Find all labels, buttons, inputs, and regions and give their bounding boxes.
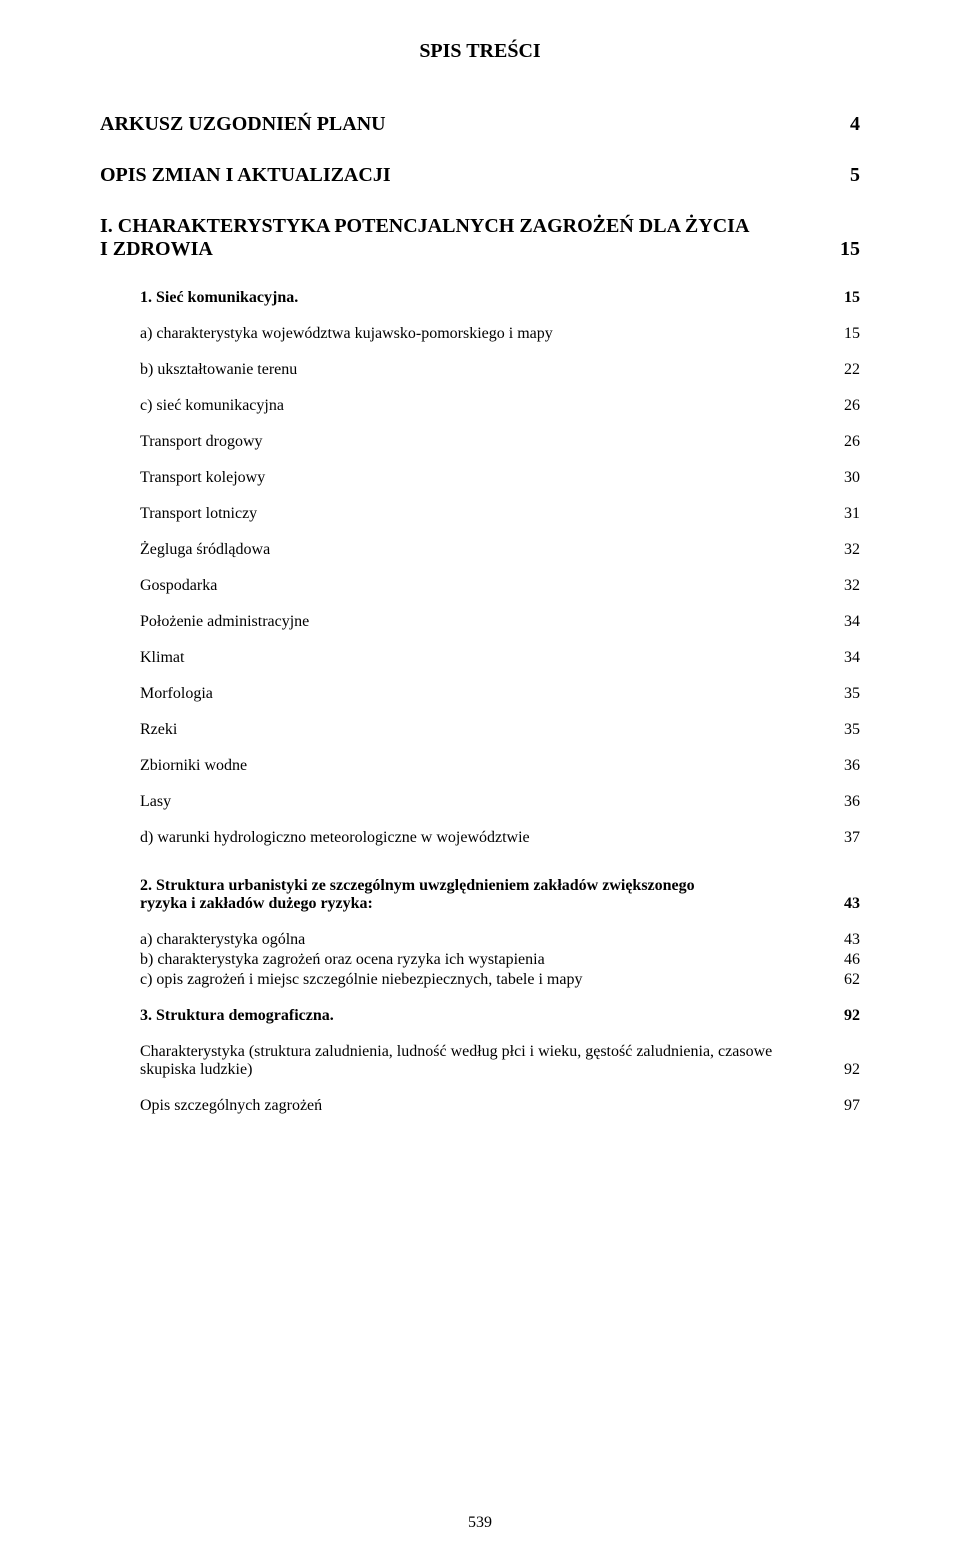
toc-item: d) warunki hydrologiczno meteorologiczne…	[100, 829, 860, 847]
toc-page: 97	[844, 1097, 860, 1115]
toc-item: Położenie administracyjne 34	[100, 613, 860, 631]
toc-page: 4	[850, 113, 860, 136]
toc-label: b) charakterystyka zagrożeń oraz ocena r…	[140, 951, 545, 969]
toc-page: 92	[844, 1007, 860, 1025]
toc-page: 15	[840, 238, 860, 261]
toc-item: Żegluga śródlądowa 32	[100, 541, 860, 559]
toc-label: c) sieć komunikacyjna	[140, 397, 284, 415]
toc-label: a) charakterystyka województwa kujawsko-…	[140, 325, 553, 343]
toc-item: Zbiorniki wodne 36	[100, 757, 860, 775]
toc-label: Rzeki	[140, 721, 177, 739]
toc-item: b) charakterystyka zagrożeń oraz ocena r…	[100, 951, 860, 969]
toc-item: b) ukształtowanie terenu 22	[100, 361, 860, 379]
toc-item: Klimat 34	[100, 649, 860, 667]
toc-page: 32	[844, 541, 860, 559]
toc-page: 5	[850, 164, 860, 187]
toc-item: a) charakterystyka województwa kujawsko-…	[100, 325, 860, 343]
toc-label: OPIS ZMIAN I AKTUALIZACJI	[100, 164, 391, 187]
toc-page: 22	[844, 361, 860, 379]
toc-label: Morfologia	[140, 685, 213, 703]
toc-page: 62	[844, 971, 860, 989]
toc-label: a) charakterystyka ogólna	[140, 931, 305, 949]
toc-section-i: I. CHARAKTERYSTYKA POTENCJALNYCH ZAGROŻE…	[100, 215, 860, 261]
toc-item: a) charakterystyka ogólna 43	[100, 931, 860, 949]
toc-label: Charakterystyka (struktura zaludnienia, …	[140, 1043, 780, 1079]
toc-page: 35	[844, 685, 860, 703]
toc-page: 31	[844, 505, 860, 523]
toc-page: 43	[844, 931, 860, 949]
toc-section-2: 2. Struktura urbanistyki ze szczególnym …	[100, 877, 860, 913]
toc-item: Transport lotniczy 31	[100, 505, 860, 523]
toc-page: 37	[844, 829, 860, 847]
toc-label: Zbiorniki wodne	[140, 757, 247, 775]
toc-label: 3. Struktura demograficzna.	[140, 1007, 334, 1025]
toc-label: Położenie administracyjne	[140, 613, 309, 631]
toc-page: 26	[844, 397, 860, 415]
toc-page: 46	[844, 951, 860, 969]
toc-page: 36	[844, 757, 860, 775]
toc-page: 15	[844, 325, 860, 343]
toc-entry-arkusz: ARKUSZ UZGODNIEŃ PLANU 4	[100, 113, 860, 136]
toc-item: Morfologia 35	[100, 685, 860, 703]
toc-item: Charakterystyka (struktura zaludnienia, …	[100, 1043, 860, 1079]
toc-item: Transport kolejowy 30	[100, 469, 860, 487]
toc-page: 43	[844, 895, 860, 913]
toc-page: 30	[844, 469, 860, 487]
toc-item: Transport drogowy 26	[100, 433, 860, 451]
page-title: SPIS TREŚCI	[100, 40, 860, 63]
toc-entry-opis: OPIS ZMIAN I AKTUALIZACJI 5	[100, 164, 860, 187]
toc-label: Lasy	[140, 793, 171, 811]
toc-page: 34	[844, 613, 860, 631]
toc-item: Rzeki 35	[100, 721, 860, 739]
toc-page: 92	[844, 1061, 860, 1079]
toc-label: I. CHARAKTERYSTYKA POTENCJALNYCH ZAGROŻE…	[100, 215, 760, 261]
toc-label: 2. Struktura urbanistyki ze szczególnym …	[100, 877, 740, 913]
toc-page: 15	[844, 289, 860, 307]
toc-section-3: 3. Struktura demograficzna. 92	[100, 1007, 860, 1025]
toc-item: c) sieć komunikacyjna 26	[100, 397, 860, 415]
toc-page: 26	[844, 433, 860, 451]
toc-label: Transport lotniczy	[140, 505, 257, 523]
toc-item: Opis szczególnych zagrożeń 97	[100, 1097, 860, 1115]
toc-page: 34	[844, 649, 860, 667]
toc-label: Transport kolejowy	[140, 469, 265, 487]
toc-item: c) opis zagrożeń i miejsc szczególnie ni…	[100, 971, 860, 989]
toc-page: 32	[844, 577, 860, 595]
toc-page: 35	[844, 721, 860, 739]
toc-label: ARKUSZ UZGODNIEŃ PLANU	[100, 113, 386, 136]
toc-page: 36	[844, 793, 860, 811]
toc-label: 1. Sieć komunikacyjna.	[140, 289, 298, 307]
toc-label: Gospodarka	[140, 577, 217, 595]
toc-label: Transport drogowy	[140, 433, 263, 451]
toc-label: d) warunki hydrologiczno meteorologiczne…	[140, 829, 530, 847]
page-number: 539	[0, 1514, 960, 1532]
toc-label: Opis szczególnych zagrożeń	[140, 1097, 322, 1115]
toc-label: Żegluga śródlądowa	[140, 541, 270, 559]
toc-sub-siec: 1. Sieć komunikacyjna. 15	[100, 289, 860, 307]
toc-label: c) opis zagrożeń i miejsc szczególnie ni…	[140, 971, 582, 989]
toc-item: Lasy 36	[100, 793, 860, 811]
toc-item: Gospodarka 32	[100, 577, 860, 595]
toc-label: Klimat	[140, 649, 184, 667]
toc-label: b) ukształtowanie terenu	[140, 361, 297, 379]
